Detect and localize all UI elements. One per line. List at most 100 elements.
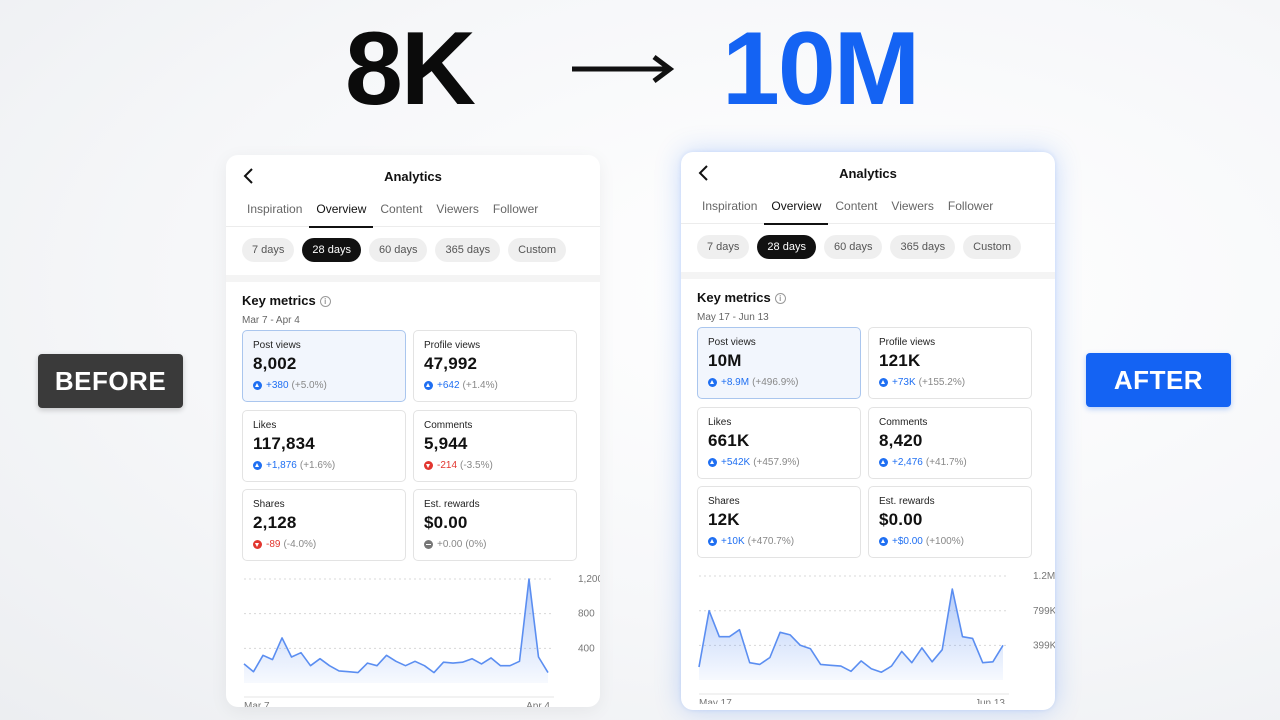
metric-delta-value: +8.9M — [721, 377, 750, 388]
y-tick-label: 399K — [1033, 640, 1055, 651]
metric-value: 2,128 — [253, 513, 297, 532]
metric-delta-percent: (+1.6%) — [299, 460, 336, 471]
divider — [226, 275, 600, 282]
series-line — [243, 578, 549, 674]
tab-follower[interactable]: Follower — [492, 202, 539, 216]
tab-inspiration[interactable]: Inspiration — [247, 202, 303, 216]
metric-value: 121K — [879, 351, 921, 370]
divider — [681, 272, 1055, 279]
x-end-label: Apr 4 — [526, 701, 550, 707]
series-area — [244, 579, 548, 683]
views-chart: 1.2M 799K 399K May 17 Jun 13 — [698, 571, 1055, 704]
range-selector: 7 days 28 days 60 days 365 days Custom — [226, 227, 600, 275]
metric-value: 10M — [708, 351, 742, 370]
metric-label: Likes — [253, 420, 277, 431]
range-7-days[interactable]: 7 days — [242, 238, 295, 262]
arrow-down-circle-icon — [253, 540, 262, 549]
x-start-label: Mar 7 — [244, 701, 270, 707]
metric-delta: +$0.00 (+100%) — [879, 536, 1031, 547]
back-chevron-icon[interactable] — [241, 167, 257, 185]
tab-content[interactable]: Content — [380, 202, 423, 216]
key-metrics-header: Key metrics i Mar 7 - Apr 4 — [226, 282, 600, 330]
metric-delta: +8.9M (+496.9%) — [708, 377, 860, 388]
back-chevron-icon[interactable] — [696, 164, 712, 182]
range-365-days[interactable]: 365 days — [890, 235, 956, 259]
metric-delta-value: -89 — [266, 539, 281, 550]
key-metrics-title: Key metrics — [242, 293, 316, 308]
range-28-days[interactable]: 28 days — [757, 235, 816, 259]
metric-label: Post views — [708, 337, 756, 348]
x-end-label: Jun 13 — [975, 698, 1005, 704]
metric-delta-percent: (+155.2%) — [918, 377, 966, 388]
metric-tile[interactable]: Shares 2,128 -89 (-4.0%) — [242, 489, 406, 561]
metric-delta-percent: (+496.9%) — [752, 377, 799, 388]
date-range: Mar 7 - Apr 4 — [242, 315, 300, 326]
y-tick-label: 799K — [1033, 606, 1055, 617]
tab-inspiration[interactable]: Inspiration — [702, 199, 758, 213]
analytics-card-after: Analytics Inspiration Overview Content V… — [681, 152, 1055, 710]
x-start-label: May 17 — [699, 698, 732, 704]
arrow-up-circle-icon — [879, 378, 888, 387]
arrow-up-circle-icon — [424, 381, 433, 390]
page-title: Analytics — [384, 169, 442, 184]
y-tick-label: 1.2M — [1033, 571, 1055, 582]
metric-tile[interactable]: Profile views 121K +73K (+155.2%) — [868, 327, 1032, 399]
metric-delta-value: +542K — [721, 457, 751, 468]
metric-tile[interactable]: Comments 8,420 +2,476 (+41.7%) — [868, 407, 1032, 479]
metrics-grid: Post views 8,002 +380 (+5.0%) Profile views 4… — [226, 330, 600, 570]
metric-tile[interactable]: Likes 117,834 +1,876 (+1.6%) — [242, 410, 406, 482]
tab-overview[interactable]: Overview — [309, 197, 374, 228]
metric-delta-percent: (+100%) — [925, 536, 964, 547]
y-tick-label: 800 — [578, 609, 595, 620]
metric-delta: +2,476 (+41.7%) — [879, 457, 1031, 468]
metric-label: Comments — [424, 420, 473, 431]
key-metrics-header: Key metrics i May 17 - Jun 13 — [681, 279, 1055, 327]
metric-delta-percent: (+470.7%) — [747, 536, 795, 547]
metric-delta-value: -214 — [437, 460, 458, 471]
metric-tile[interactable]: Est. rewards $0.00 +0.00 (0%) — [413, 489, 577, 561]
metric-label: Shares — [253, 499, 285, 510]
metric-label: Shares — [708, 496, 740, 507]
range-custom[interactable]: Custom — [508, 238, 567, 262]
metric-delta-value: +1,876 — [266, 460, 297, 471]
info-icon[interactable]: i — [774, 293, 786, 304]
right-arrow-icon — [572, 55, 675, 83]
metric-tile[interactable]: Comments 5,944 -214 (-3.5%) — [413, 410, 577, 482]
metric-tile[interactable]: Profile views 47,992 +642 (+1.4%) — [413, 330, 577, 402]
metric-delta-percent: (+41.7%) — [925, 457, 967, 468]
range-custom[interactable]: Custom — [963, 235, 1022, 259]
page-title: Analytics — [839, 166, 897, 181]
range-60-days[interactable]: 60 days — [823, 235, 883, 259]
metric-delta-value: +380 — [266, 380, 289, 391]
metric-tile[interactable]: Est. rewards $0.00 +$0.00 (+100%) — [868, 486, 1032, 558]
tab-viewers[interactable]: Viewers — [891, 199, 934, 213]
arrow-up-circle-icon — [708, 378, 717, 387]
metric-label: Post views — [253, 340, 301, 351]
key-metrics-title: Key metrics — [697, 290, 771, 305]
tab-content[interactable]: Content — [835, 199, 878, 213]
range-60-days[interactable]: 60 days — [368, 238, 428, 262]
metric-delta: -89 (-4.0%) — [253, 539, 405, 550]
metric-value: 12K — [708, 510, 740, 529]
arrow-up-circle-icon — [253, 461, 262, 470]
metric-value: 8,420 — [879, 431, 923, 450]
card-header: Analytics — [226, 155, 600, 197]
metric-delta-percent: (+1.4%) — [462, 380, 498, 391]
tab-follower[interactable]: Follower — [947, 199, 994, 213]
metric-tile[interactable]: Shares 12K +10K (+470.7%) — [697, 486, 861, 558]
date-range: May 17 - Jun 13 — [697, 312, 769, 323]
range-28-days[interactable]: 28 days — [302, 238, 361, 262]
metric-tile[interactable]: Post views 8,002 +380 (+5.0%) — [242, 330, 406, 402]
views-chart: 1,200 800 400 Mar 7 Apr 4 — [243, 574, 600, 707]
range-365-days[interactable]: 365 days — [435, 238, 501, 262]
metric-delta-percent: (-4.0%) — [283, 539, 317, 550]
metric-tile[interactable]: Post views 10M +8.9M (+496.9%) — [697, 327, 861, 399]
metric-tile[interactable]: Likes 661K +542K (+457.9%) — [697, 407, 861, 479]
tab-overview[interactable]: Overview — [764, 194, 829, 225]
range-7-days[interactable]: 7 days — [697, 235, 750, 259]
info-icon[interactable]: i — [319, 296, 331, 307]
metric-label: Comments — [879, 417, 928, 428]
y-tick-label: 400 — [578, 643, 595, 654]
metric-delta-value: +642 — [437, 380, 460, 391]
tab-viewers[interactable]: Viewers — [436, 202, 479, 216]
